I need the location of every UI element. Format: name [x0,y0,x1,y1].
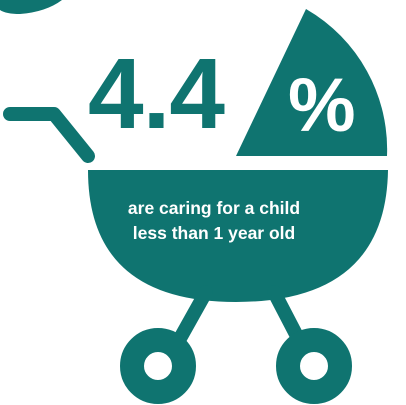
carriage-hood [236,9,388,156]
wheel-strut-left [171,285,213,349]
stat-caption: are caring for a child less than 1 year … [96,196,332,246]
wheel-left [120,328,196,404]
carriage-handle [3,107,95,163]
caption-line-1: are caring for a child [127,198,301,218]
corner-arc [0,0,62,14]
carriage-basket [88,170,388,302]
stat-value: 4.4 [88,38,225,150]
wheel-right [276,328,352,404]
caption-line-2: less than 1 year old [132,223,296,243]
stat-unit: % [288,63,356,148]
